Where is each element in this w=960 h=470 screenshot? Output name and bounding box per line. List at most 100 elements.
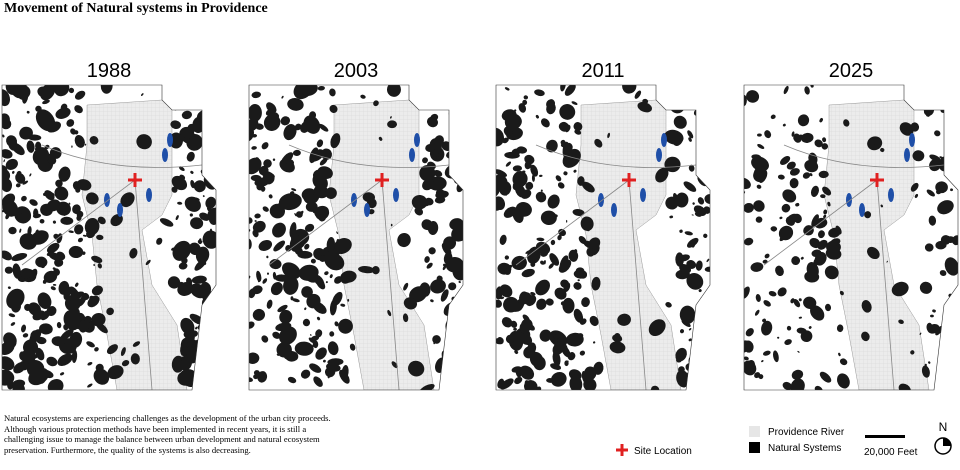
natural-patch — [514, 350, 519, 354]
natural-patch — [696, 143, 704, 153]
natural-patch — [55, 107, 71, 119]
natural-patch — [276, 342, 292, 358]
natural-patch — [912, 150, 925, 162]
natural-patch — [28, 367, 49, 386]
natural-patch — [898, 383, 911, 390]
water — [146, 188, 152, 202]
natural-patch — [947, 375, 953, 380]
natural-patch — [200, 320, 216, 334]
natural-patch — [440, 289, 449, 302]
natural-patch — [530, 291, 536, 296]
natural-patch — [310, 258, 316, 264]
natural-patch — [177, 201, 183, 205]
natural-patch — [3, 159, 6, 163]
natural-patch — [634, 90, 642, 99]
natural-patch — [802, 172, 811, 179]
natural-patch — [753, 200, 765, 212]
natural-patch — [306, 293, 321, 309]
natural-patch — [426, 87, 430, 91]
title: Movement of Natural systems in Providenc… — [4, 1, 268, 16]
natural-patch — [926, 322, 933, 333]
natural-patch — [754, 372, 761, 379]
natural-patch — [304, 307, 307, 311]
natural-patch — [786, 325, 792, 331]
natural-patch — [206, 351, 215, 361]
year-label: 2003 — [334, 60, 379, 82]
natural-patch — [141, 93, 144, 96]
natural-patch — [445, 257, 463, 273]
natural-patch — [803, 225, 814, 236]
map-panel — [2, 85, 216, 390]
natural-patch — [665, 302, 672, 308]
natural-patch — [272, 158, 276, 161]
natural-patch — [261, 335, 269, 343]
natural-patch — [262, 278, 268, 284]
natural-patch — [213, 144, 216, 149]
natural-patch — [4, 266, 14, 274]
natural-patch — [8, 138, 18, 151]
natural-patch — [496, 206, 503, 211]
natural-patch — [294, 212, 297, 217]
natural-patch — [950, 151, 953, 154]
natural-patch — [449, 322, 457, 330]
natural-patch — [69, 332, 73, 335]
natural-patch — [751, 154, 762, 160]
natural-patch — [450, 155, 463, 172]
natural-patch — [326, 362, 341, 372]
natural-patch — [254, 220, 257, 222]
natural-patch — [435, 190, 449, 199]
natural-patch — [496, 286, 503, 300]
natural-patch — [290, 296, 294, 301]
natural-patch — [339, 369, 350, 384]
natural-patch — [507, 130, 513, 136]
natural-patch — [953, 106, 958, 116]
natural-patch — [323, 359, 326, 363]
natural-patch — [817, 239, 828, 250]
natural-patch — [48, 251, 61, 261]
natural-patch — [808, 326, 812, 329]
natural-patch — [422, 157, 428, 164]
natural-patch — [777, 287, 787, 297]
natural-patch — [408, 360, 425, 377]
natural-patch — [430, 279, 446, 294]
river-swatch — [749, 426, 760, 437]
natural-patch — [266, 299, 273, 309]
natural-patch — [824, 303, 832, 312]
natural-patch — [514, 109, 517, 112]
legend: Site Location Providence River Natural S… — [616, 420, 952, 458]
natural-patch — [2, 178, 13, 193]
natural-patch — [861, 300, 872, 313]
natural-patch — [503, 296, 519, 313]
natural-patch — [452, 302, 463, 323]
natural-patch — [312, 344, 315, 347]
natural-patch — [186, 346, 195, 361]
natural-patch — [782, 381, 793, 390]
natural-patch — [525, 181, 534, 190]
road — [268, 144, 450, 390]
natural-patch — [565, 124, 571, 133]
natural-patch — [50, 286, 56, 291]
natural-patch — [329, 88, 336, 97]
natural-patch — [318, 184, 326, 192]
natural-patch — [527, 342, 537, 355]
natural-patch — [82, 251, 86, 255]
natural-patch — [949, 357, 956, 363]
natural-patch — [770, 226, 778, 232]
natural-patch — [519, 322, 530, 334]
natural-patch — [203, 347, 209, 351]
natural-patch — [330, 133, 341, 149]
natural-patch — [279, 326, 297, 345]
natural-patch — [178, 262, 188, 270]
natural-patch — [607, 132, 611, 139]
natural-patch — [755, 293, 761, 302]
water — [393, 188, 399, 202]
natural-patch — [549, 253, 560, 266]
natural-patch — [324, 271, 329, 276]
natural-patch — [29, 199, 38, 206]
natural-patch — [199, 240, 203, 244]
natural-patch — [433, 338, 437, 345]
natural-patch — [823, 209, 828, 215]
natural-patch — [46, 121, 61, 133]
natural-patch — [2, 193, 16, 208]
